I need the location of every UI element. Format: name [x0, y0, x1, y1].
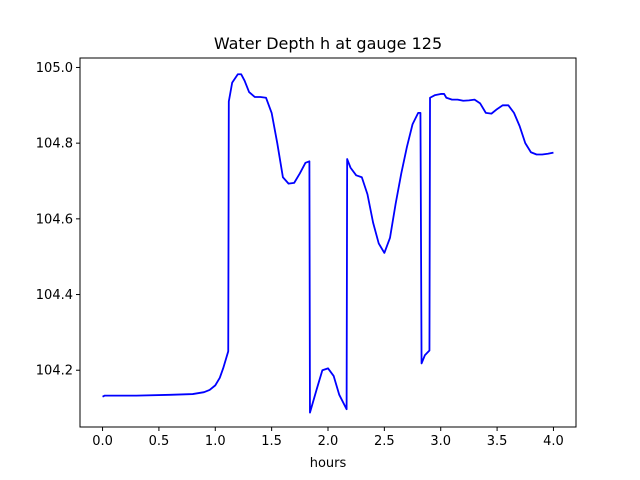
axes-frame: [79, 57, 577, 428]
y-tick-label: 104.6: [36, 212, 73, 227]
x-tick-label: 4.0: [543, 434, 564, 449]
x-tick-label: 0.0: [92, 434, 113, 449]
y-tick-label: 104.8: [36, 137, 73, 152]
y-tick-label: 104.2: [36, 364, 73, 379]
x-tick-label: 2.0: [318, 434, 339, 449]
x-tick-label: 3.0: [430, 434, 451, 449]
x-axis: 0.0 0.5 1.0 1.5 2.0 2.5 3.0 3.5 4.0: [92, 427, 564, 449]
x-tick-label: 0.5: [149, 434, 170, 449]
x-tick-label: 3.5: [487, 434, 508, 449]
y-tick-label: 104.4: [36, 288, 73, 303]
y-tick-label: 105.0: [36, 61, 73, 76]
y-axis: 104.2 104.4 104.6 104.8 105.0: [36, 61, 80, 379]
plot-area: [102, 73, 554, 414]
x-tick-label: 1.0: [205, 434, 226, 449]
x-tick-label: 2.5: [374, 434, 395, 449]
x-axis-label: hours: [310, 456, 347, 471]
chart-title: Water Depth h at gauge 125: [214, 34, 442, 53]
series-line-0: [102, 73, 554, 414]
x-tick-label: 1.5: [261, 434, 282, 449]
